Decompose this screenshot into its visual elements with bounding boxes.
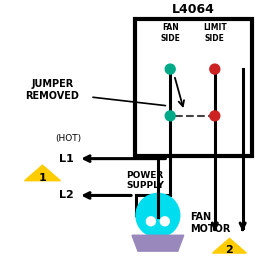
Circle shape (210, 111, 220, 121)
Circle shape (210, 64, 220, 74)
Polygon shape (132, 235, 184, 251)
Text: L1: L1 (59, 154, 73, 164)
Text: JUMPER
REMOVED: JUMPER REMOVED (26, 79, 79, 101)
Text: LIMIT
SIDE: LIMIT SIDE (203, 23, 227, 43)
Text: (HOT): (HOT) (55, 134, 81, 143)
Bar (135, 19, 252, 156)
Text: POWER
SUPPLY: POWER SUPPLY (126, 171, 164, 190)
Text: FAN
MOTOR: FAN MOTOR (190, 213, 230, 234)
Circle shape (165, 64, 175, 74)
Circle shape (146, 217, 155, 226)
Text: FAN
SIDE: FAN SIDE (160, 23, 180, 43)
Text: 1: 1 (39, 172, 46, 183)
Polygon shape (24, 165, 60, 181)
Text: L2: L2 (59, 190, 73, 200)
Circle shape (160, 217, 169, 226)
Circle shape (165, 111, 175, 121)
Circle shape (136, 193, 180, 237)
Text: L4064: L4064 (172, 3, 215, 16)
Polygon shape (213, 238, 246, 253)
Text: 2: 2 (226, 245, 233, 255)
